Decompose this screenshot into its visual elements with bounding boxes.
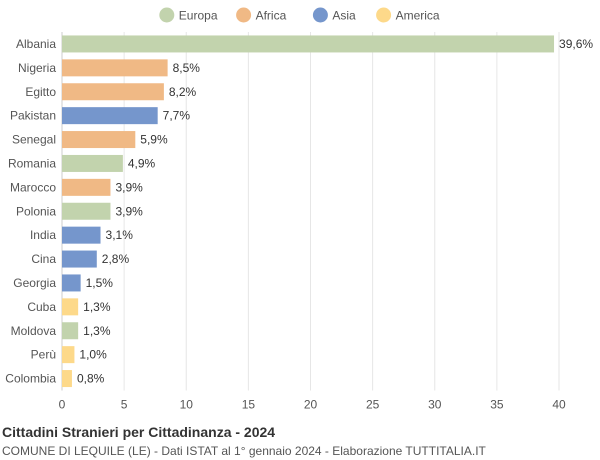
x-tick-label: 5 bbox=[121, 398, 128, 412]
legend-label: Europa bbox=[179, 9, 218, 23]
x-tick-label: 35 bbox=[490, 398, 504, 412]
data-label: 8,5% bbox=[173, 61, 201, 75]
y-tick-label: Perù bbox=[31, 348, 56, 362]
bar bbox=[62, 178, 111, 196]
y-tick-label: Moldova bbox=[11, 324, 57, 338]
y-tick-label: Egitto bbox=[25, 85, 56, 99]
legend-swatch bbox=[159, 7, 175, 23]
x-tick-label: 20 bbox=[304, 398, 318, 412]
x-tick-label: 25 bbox=[366, 398, 380, 412]
bar bbox=[62, 154, 123, 172]
y-tick-label: Albania bbox=[16, 37, 56, 51]
legend-swatch bbox=[376, 7, 392, 23]
bar bbox=[62, 59, 168, 77]
data-label: 3,1% bbox=[106, 228, 134, 242]
data-label: 1,0% bbox=[79, 348, 107, 362]
y-tick-label: Colombia bbox=[5, 372, 56, 386]
x-tick-label: 30 bbox=[428, 398, 442, 412]
bar bbox=[62, 83, 164, 101]
bar bbox=[62, 298, 79, 316]
data-label: 0,8% bbox=[77, 372, 105, 386]
legend-swatch bbox=[236, 7, 252, 23]
bar bbox=[62, 346, 75, 364]
x-tick-label: 15 bbox=[242, 398, 256, 412]
data-label: 5,9% bbox=[140, 133, 168, 147]
data-label: 4,9% bbox=[128, 156, 156, 170]
y-tick-label: Georgia bbox=[13, 276, 56, 290]
bar bbox=[62, 35, 555, 53]
y-tick-label: Romania bbox=[8, 156, 56, 170]
y-tick-label: Senegal bbox=[12, 133, 56, 147]
bar bbox=[62, 322, 79, 340]
data-label: 39,6% bbox=[559, 37, 593, 51]
y-tick-label: Cina bbox=[31, 252, 56, 266]
legend-label: Africa bbox=[256, 9, 287, 23]
legend-label: America bbox=[396, 9, 440, 23]
data-label: 2,8% bbox=[102, 252, 130, 266]
bar bbox=[62, 274, 81, 292]
data-label: 1,3% bbox=[83, 324, 111, 338]
data-label: 7,7% bbox=[163, 109, 191, 123]
bar bbox=[62, 370, 72, 388]
y-tick-label: Polonia bbox=[16, 204, 56, 218]
bar bbox=[62, 131, 136, 149]
x-tick-label: 10 bbox=[180, 398, 194, 412]
data-label: 1,5% bbox=[86, 276, 114, 290]
y-tick-label: Nigeria bbox=[18, 61, 56, 75]
data-label: 1,3% bbox=[83, 300, 111, 314]
chart-subtitle: COMUNE DI LEQUILE (LE) - Dati ISTAT al 1… bbox=[2, 444, 486, 458]
data-label: 3,9% bbox=[115, 204, 143, 218]
bar bbox=[62, 250, 97, 268]
data-label: 3,9% bbox=[115, 180, 143, 194]
bar bbox=[62, 107, 158, 125]
y-tick-label: Cuba bbox=[27, 300, 56, 314]
chart-title: Cittadini Stranieri per Cittadinanza - 2… bbox=[2, 424, 276, 440]
bar bbox=[62, 226, 101, 244]
y-tick-label: Marocco bbox=[10, 180, 56, 194]
bar-chart: 0 5 10 15 20 25 30 35 40 Albania 39,6% Nigeria 8,5% E… bbox=[5, 7, 593, 412]
y-tick-label: India bbox=[30, 228, 56, 242]
x-tick-label: 0 bbox=[59, 398, 66, 412]
legend-label: Asia bbox=[332, 9, 356, 23]
y-tick-label: Pakistan bbox=[10, 109, 56, 123]
bar bbox=[62, 202, 111, 220]
data-label: 8,2% bbox=[169, 85, 197, 99]
legend-swatch bbox=[312, 7, 328, 23]
x-tick-label: 40 bbox=[552, 398, 566, 412]
